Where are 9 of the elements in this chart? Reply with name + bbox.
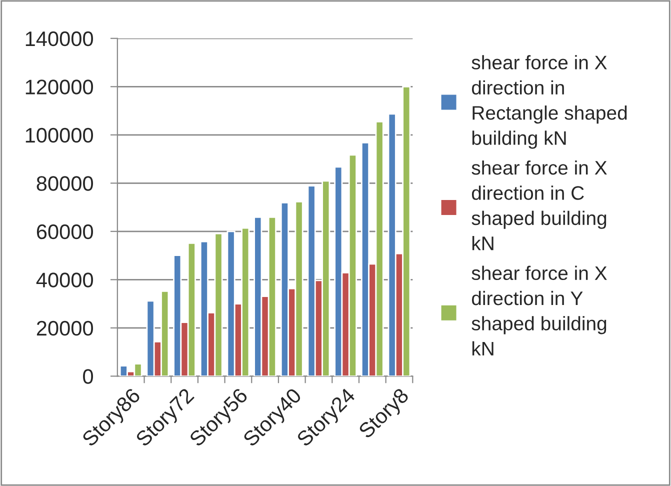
y-tick-label: 40000 (36, 272, 94, 288)
legend-label: shear force in X direction in Y shaped building kN (472, 266, 607, 356)
y-tick-label: 60000 (36, 224, 94, 240)
y-tick-label: 80000 (36, 176, 94, 191)
y-tick-label: 120000 (26, 80, 94, 94)
y-tick-label: 140000 (26, 31, 94, 46)
y-tick-label: 20000 (36, 320, 94, 336)
y-tick-label: 100000 (26, 128, 94, 143)
y-tick-label: 0 (83, 369, 93, 384)
